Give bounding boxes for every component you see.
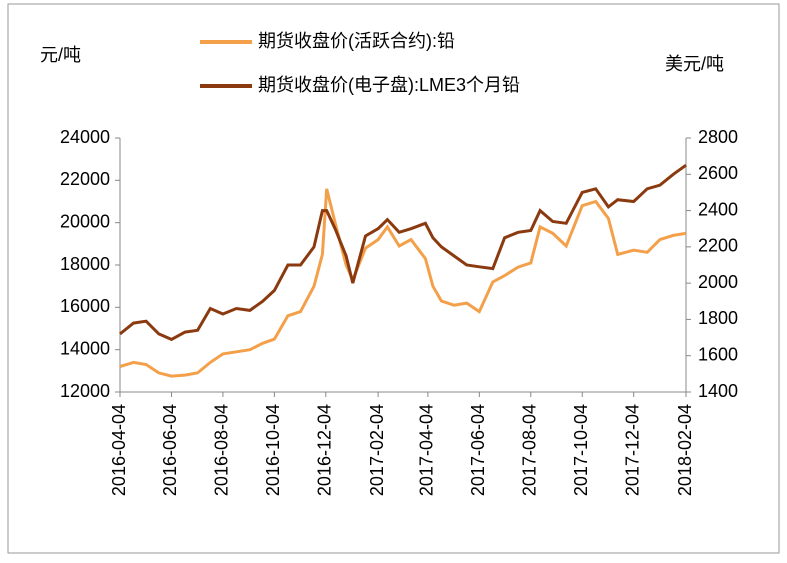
x-tick-label: 2016-10-04 xyxy=(263,404,283,496)
y2-tick-label: 2000 xyxy=(698,272,738,292)
x-tick-label: 2017-06-04 xyxy=(468,404,488,496)
y2-tick-label: 1800 xyxy=(698,308,738,328)
legend-label: 期货收盘价(电子盘):LME3个月铅 xyxy=(258,75,520,95)
y-tick-label: 24000 xyxy=(60,127,110,147)
y-tick-label: 22000 xyxy=(60,169,110,189)
x-tick-label: 2018-02-04 xyxy=(675,404,695,496)
y2-axis-label: 美元/吨 xyxy=(665,54,724,74)
x-tick-label: 2017-02-04 xyxy=(367,404,387,496)
series-line xyxy=(119,188,687,378)
y-axis-label: 元/吨 xyxy=(40,45,81,65)
y-tick-label: 18000 xyxy=(60,254,110,274)
x-tick-label: 2016-12-04 xyxy=(315,404,335,496)
x-tick-label: 2017-08-04 xyxy=(520,404,540,496)
x-tick-label: 2016-08-04 xyxy=(212,404,232,496)
y-tick-label: 20000 xyxy=(60,211,110,231)
y2-tick-label: 2400 xyxy=(698,199,738,219)
x-tick-label: 2016-04-04 xyxy=(109,404,129,496)
y2-tick-label: 1600 xyxy=(698,344,738,364)
x-tick-label: 2017-12-04 xyxy=(622,404,642,496)
y2-tick-label: 1400 xyxy=(698,381,738,401)
frame xyxy=(7,3,780,554)
y-tick-label: 14000 xyxy=(60,338,110,358)
y2-tick-label: 2200 xyxy=(698,236,738,256)
x-tick-label: 2016-06-04 xyxy=(160,404,180,496)
x-tick-label: 2017-04-04 xyxy=(417,404,437,496)
y-tick-label: 16000 xyxy=(60,296,110,316)
legend-label: 期货收盘价(活跃合约):铅 xyxy=(258,31,455,51)
y2-tick-label: 2600 xyxy=(698,163,738,183)
x-tick-label: 2017-10-04 xyxy=(571,404,591,496)
series-line xyxy=(119,163,687,342)
y-tick-label: 12000 xyxy=(60,381,110,401)
y2-tick-label: 2800 xyxy=(698,127,738,147)
